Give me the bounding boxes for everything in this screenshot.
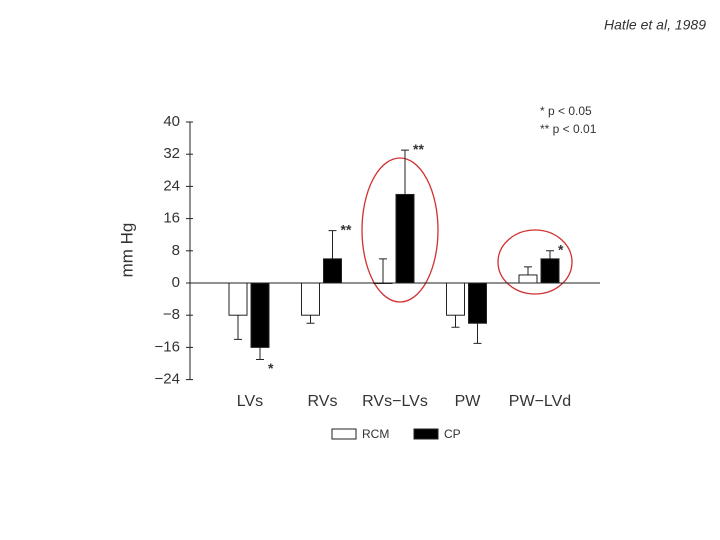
significance: * bbox=[268, 360, 274, 376]
note: * p < 0.05 bbox=[540, 104, 592, 118]
highlight-circle bbox=[497, 229, 573, 295]
y-tick-label: 0 bbox=[172, 274, 180, 291]
error-bar bbox=[451, 315, 460, 328]
y-tick-label: 40 bbox=[163, 113, 180, 130]
note: ** p < 0.01 bbox=[540, 122, 597, 136]
legend-swatch bbox=[331, 428, 357, 440]
bar bbox=[446, 282, 465, 316]
error-bar bbox=[379, 258, 387, 283]
bar bbox=[540, 258, 560, 284]
y-tick-label: 8 bbox=[172, 242, 180, 259]
bar bbox=[301, 282, 320, 316]
y-tick-label: 32 bbox=[163, 145, 180, 162]
bar bbox=[468, 282, 487, 324]
y-tick-label: −16 bbox=[155, 338, 180, 355]
bar bbox=[373, 282, 393, 284]
significance: * bbox=[558, 242, 564, 258]
bar bbox=[228, 282, 248, 316]
legend-label: RCM bbox=[362, 427, 389, 441]
y-tick-label: −8 bbox=[163, 306, 180, 323]
error-bar bbox=[524, 266, 532, 275]
error-bar bbox=[256, 347, 264, 360]
y-axis-label: mm Hg bbox=[117, 223, 136, 278]
legend-label: CP bbox=[444, 427, 461, 441]
bar bbox=[518, 274, 538, 284]
x-tick-label: PW bbox=[455, 393, 482, 410]
citation: Hatle et al, 1989 bbox=[604, 17, 706, 33]
error-bar bbox=[328, 230, 337, 259]
y-tick-label: −24 bbox=[155, 371, 180, 388]
bar bbox=[323, 258, 342, 284]
error-bar bbox=[546, 250, 554, 259]
legend-swatch bbox=[413, 428, 439, 440]
x-tick-label: RVs bbox=[308, 393, 338, 410]
x-tick-label: PW−LVd bbox=[509, 393, 571, 410]
error-bar bbox=[473, 323, 482, 344]
error-bar bbox=[306, 315, 315, 324]
bar bbox=[250, 282, 270, 348]
significance: ** bbox=[413, 141, 424, 157]
significance: ** bbox=[341, 221, 352, 237]
highlight-circle bbox=[361, 157, 439, 303]
x-tick-label: RVs−LVs bbox=[362, 393, 428, 410]
error-bar bbox=[234, 315, 242, 340]
y-tick-label: 24 bbox=[163, 177, 180, 194]
x-tick-label: LVs bbox=[237, 393, 263, 410]
bar bbox=[395, 193, 415, 284]
y-tick-label: 16 bbox=[163, 210, 180, 227]
error-bar bbox=[401, 149, 409, 195]
